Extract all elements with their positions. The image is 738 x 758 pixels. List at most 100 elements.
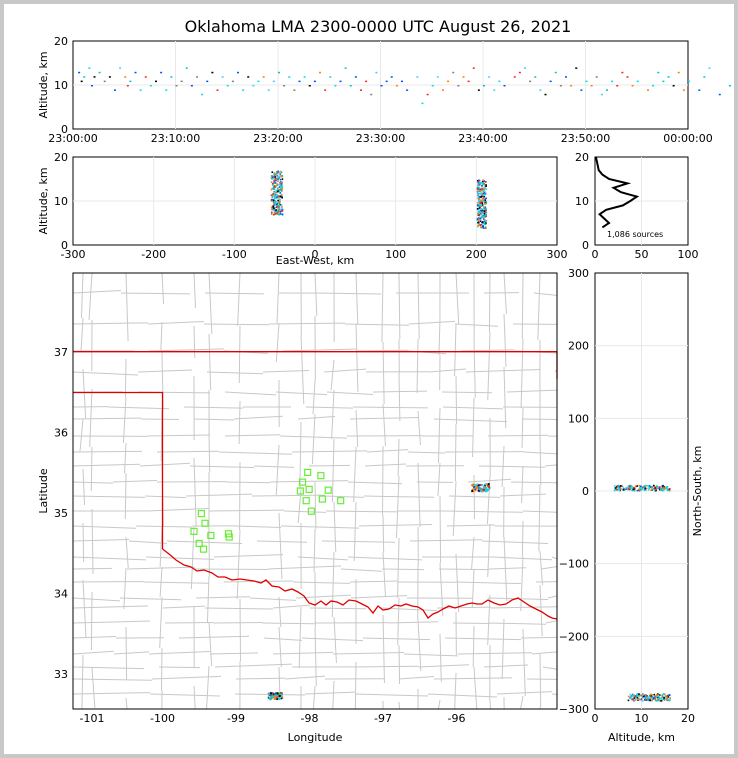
time-tick-2340: 23:40:00	[458, 132, 507, 145]
county-line	[312, 379, 316, 415]
histogram-line	[594, 156, 640, 229]
ew-source	[275, 190, 277, 192]
county-line	[82, 579, 87, 638]
ns-source	[640, 488, 642, 491]
county-line	[305, 406, 354, 409]
ns-source	[659, 698, 662, 700]
ew-source	[482, 179, 484, 182]
county-line	[356, 349, 409, 352]
alt-time-source	[657, 71, 660, 74]
ew-source	[272, 187, 274, 190]
ew-source	[482, 181, 484, 184]
county-line	[249, 597, 297, 601]
ew-source	[281, 196, 284, 199]
ew-source	[280, 182, 283, 185]
county-line	[381, 568, 425, 571]
ns-source	[640, 698, 643, 700]
ns-source	[661, 695, 664, 698]
lma-figure: Oklahoma LMA 2300-0000 UTC August 26, 20…	[37, 17, 731, 744]
ns-source	[653, 693, 656, 696]
ew-source	[275, 177, 277, 180]
county-line	[124, 358, 127, 398]
county-line	[472, 625, 475, 668]
alt-time-source	[185, 67, 188, 69]
ew-source	[271, 204, 274, 207]
ew-source	[483, 190, 486, 192]
county-line	[465, 369, 541, 373]
plan-source	[275, 695, 277, 698]
county-line	[364, 463, 407, 467]
plan-source	[275, 697, 278, 699]
ew-source	[275, 185, 277, 187]
ns-source	[628, 488, 631, 491]
ns-source	[638, 484, 640, 487]
county-line	[72, 371, 139, 376]
ew-source	[276, 174, 278, 177]
ew-source	[277, 195, 280, 197]
alt-time-source	[385, 80, 388, 83]
county-line	[501, 618, 505, 680]
ew-source	[481, 198, 484, 200]
county-line	[448, 495, 501, 498]
ns-source	[643, 489, 646, 491]
county-line	[382, 551, 386, 598]
ew-source	[274, 179, 277, 182]
ew-source	[482, 227, 485, 229]
lma-station-marker	[296, 487, 304, 495]
ew-source	[480, 196, 482, 198]
county-line	[455, 375, 458, 425]
ns-source	[666, 699, 669, 702]
alt-time-source	[365, 80, 368, 83]
ew-source	[277, 180, 279, 182]
ns-source	[648, 699, 651, 702]
ew-source	[484, 219, 486, 221]
ns-source	[614, 487, 617, 489]
ew-source	[478, 200, 480, 203]
alt-time-source	[652, 85, 655, 87]
alt-time-source	[216, 89, 219, 91]
plan-source	[484, 487, 487, 490]
lma-station-marker	[305, 485, 313, 493]
ns-source	[661, 489, 663, 492]
ns-source	[633, 699, 636, 701]
ew-source	[477, 213, 480, 216]
county-line	[503, 536, 508, 602]
county-line	[146, 507, 210, 512]
ns-source	[645, 487, 648, 490]
ns-source	[652, 484, 655, 487]
ns-source	[631, 488, 634, 490]
ew-source	[477, 196, 480, 199]
plan-view-panel: -101 -100 -99 -98 -97 -96 33 34 35 36 37…	[37, 272, 558, 744]
ns-source	[636, 697, 639, 699]
county-line	[128, 540, 168, 544]
ew-source	[270, 188, 273, 191]
county-line	[148, 651, 211, 655]
lma-station-marker	[207, 531, 215, 540]
ns-source	[655, 489, 657, 492]
county-line	[251, 494, 326, 497]
alt-time-source	[272, 80, 275, 83]
ew-source	[479, 204, 482, 207]
alt-time-source	[339, 80, 342, 83]
county-line	[503, 313, 507, 368]
ew-source	[479, 202, 481, 205]
alt-time-source	[703, 76, 706, 78]
alt-time-source	[682, 89, 685, 91]
county-line	[354, 661, 357, 710]
ew-source	[272, 186, 275, 189]
ew-source	[278, 190, 280, 192]
ew-source	[276, 189, 279, 191]
ew-source	[276, 191, 279, 194]
plan-source	[278, 698, 281, 701]
ew-source	[476, 190, 479, 193]
alt-time-source	[278, 71, 280, 74]
county-line	[148, 348, 225, 352]
hist-xtick-100: 100	[678, 248, 699, 261]
lon-tick-m101: -101	[80, 712, 105, 725]
ew-source	[485, 185, 487, 187]
county-line	[208, 333, 212, 391]
county-line	[166, 540, 243, 545]
alt-time-source	[298, 80, 301, 83]
ns-source	[667, 489, 669, 491]
alt-time-source	[559, 85, 562, 87]
